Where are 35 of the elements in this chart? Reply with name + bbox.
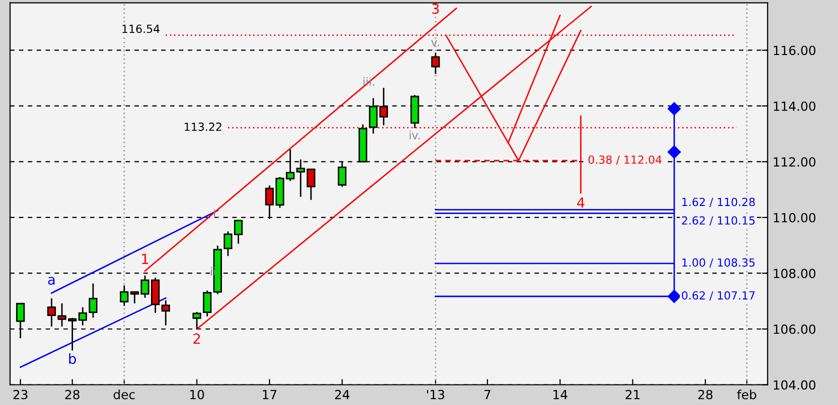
annotation: 2.62 / 110.15: [682, 216, 755, 226]
x-tick-label: 23: [13, 390, 28, 400]
annotation: 113.22: [184, 122, 222, 131]
x-tick-label: 10: [190, 390, 204, 400]
annotation: iv.: [410, 130, 420, 140]
x-tick-label: 14: [553, 390, 568, 400]
annotation: 4: [577, 198, 584, 208]
x-tick-label: 21: [626, 390, 640, 400]
annotation: 1.00 / 108.35: [682, 258, 755, 268]
y-tick-label: 108.00: [774, 268, 816, 278]
x-tick-label: 28: [65, 390, 80, 400]
annotation: 0.38 / 112.04: [588, 155, 662, 165]
annotation: i.: [214, 210, 218, 218]
annotation: v.: [431, 40, 439, 46]
annotation: 1.62 / 110.28: [682, 198, 755, 208]
y-tick-label: 112.00: [774, 157, 816, 167]
x-tick-label: 17: [262, 390, 276, 400]
annotation: 2: [193, 333, 200, 344]
annotation: 3: [432, 3, 439, 14]
annotation: a: [48, 276, 55, 285]
annotation: 1: [142, 254, 148, 264]
x-tick-label: 28: [698, 390, 712, 400]
y-tick-label: 114.00: [774, 101, 816, 111]
y-tick-label: 110.00: [774, 212, 816, 222]
x-tick-label: 7: [484, 390, 490, 400]
y-tick-label: 106.00: [774, 324, 816, 334]
annotation: 0.62 / 107.17: [682, 291, 755, 300]
x-tick-label: '13: [427, 390, 444, 400]
y-tick-label: 104.00: [774, 380, 816, 390]
x-tick-label: 24: [335, 390, 350, 400]
x-tick-label: feb: [737, 390, 756, 400]
x-tick-label: dec: [114, 390, 135, 400]
annotation: b: [69, 353, 76, 364]
y-tick-label: 116.00: [774, 46, 816, 56]
annotation: 116.54: [122, 24, 160, 34]
